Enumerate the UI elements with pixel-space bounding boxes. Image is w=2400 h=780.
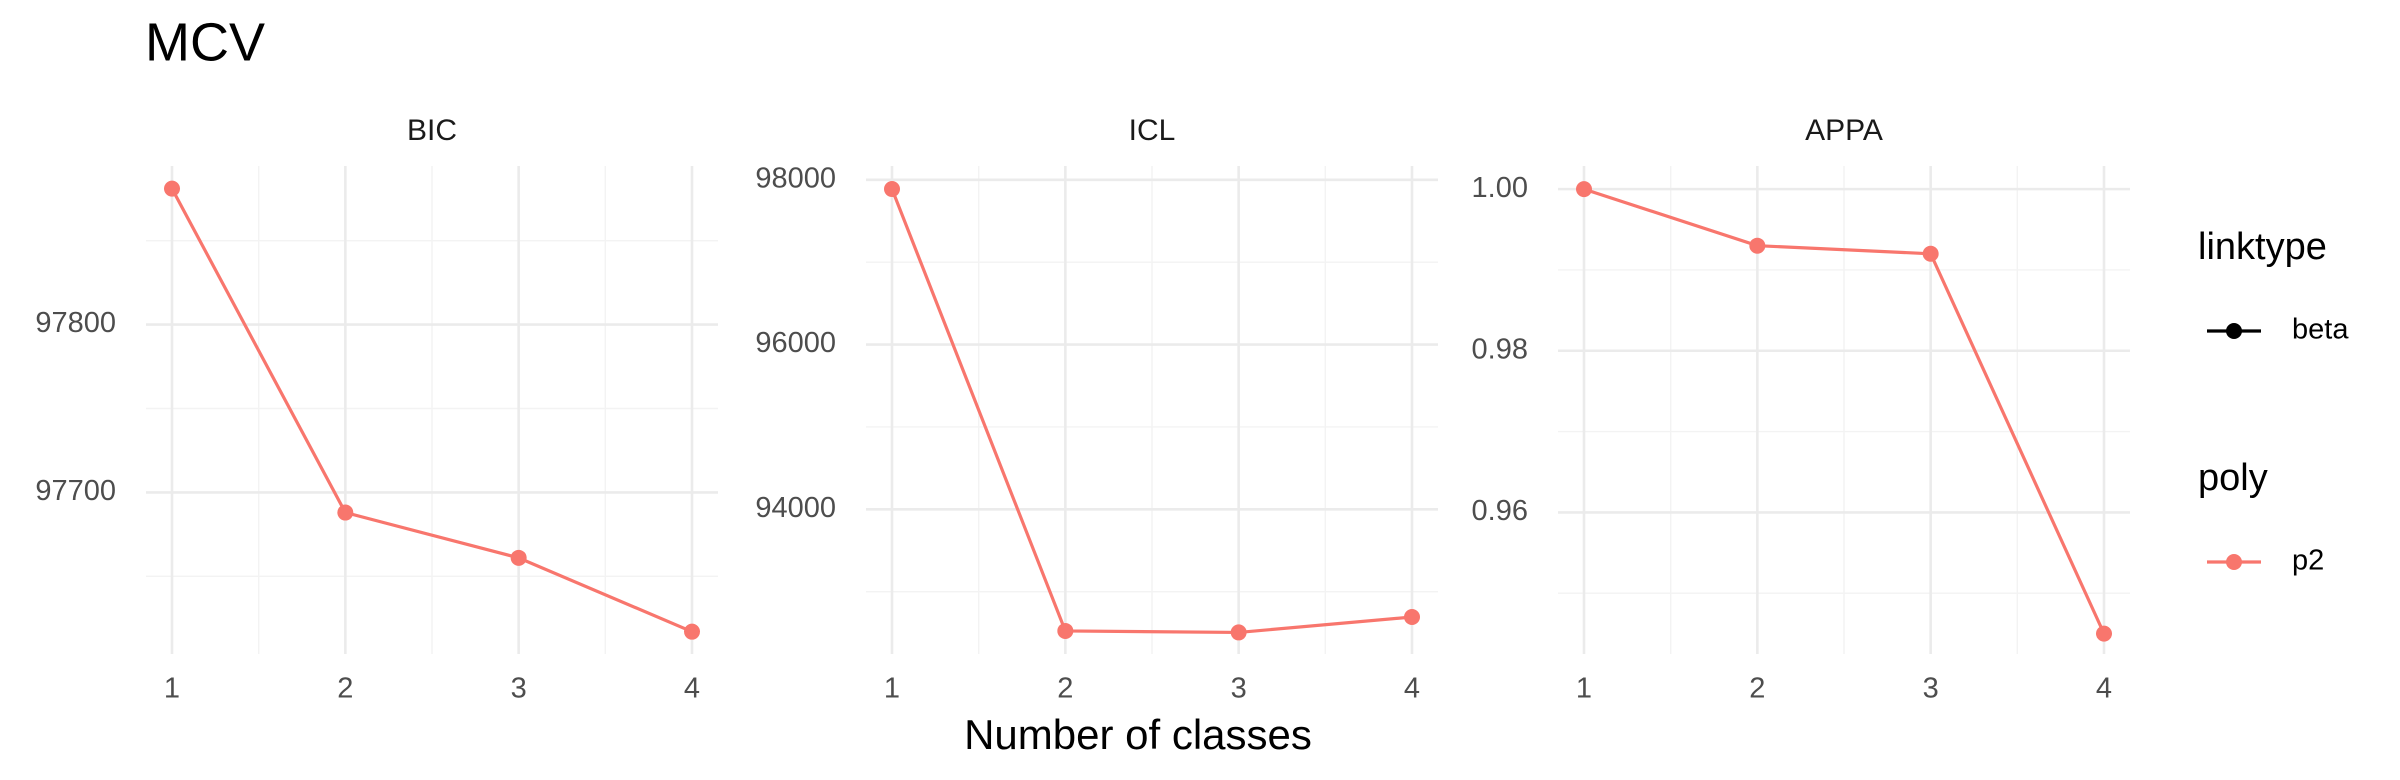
legend-title: poly [2198,457,2268,499]
legend-label: beta [2292,314,2349,346]
legend-key-point [2226,323,2242,339]
point [1404,609,1420,626]
x-tick-label: 4 [684,673,700,705]
y-tick-label: 96000 [755,327,836,359]
point [337,504,354,521]
y-tick-label: 1.00 [1472,172,1528,204]
y-tick-label: 97700 [35,475,116,507]
y-tick-label: 0.96 [1472,495,1528,527]
series-line [1583,187,2106,635]
series-line [170,187,693,634]
point [884,181,900,198]
legend-label: p2 [2292,545,2324,577]
x-tick-label: 3 [1231,673,1247,705]
point [2096,625,2112,642]
y-tick-label: 94000 [755,492,836,524]
legend-key-point [2226,554,2242,570]
x-tick-label: 4 [2096,673,2112,705]
x-tick-label: 2 [337,673,353,705]
x-tick-label: 2 [1057,673,1073,705]
x-tick-label: 2 [1749,673,1765,705]
point [164,180,180,197]
x-tick-label: 1 [164,673,180,705]
y-tick-label: 97800 [35,307,116,339]
y-tick-label: 0.98 [1472,333,1528,365]
y-tick-label: 98000 [755,162,836,194]
x-tick-label: 3 [1923,673,1939,705]
x-tick-label: 4 [1404,673,1420,705]
x-tick-label: 1 [1576,673,1592,705]
panel-title: BIC [407,114,457,147]
point [1922,245,1939,262]
chart-title: MCV [145,12,265,72]
series-line [890,188,1413,635]
x-tick-label: 3 [511,673,527,705]
legend-title: linktype [2198,226,2327,268]
panel-title: APPA [1805,114,1883,147]
x-axis-title: Number of classes [964,711,1312,758]
point [1057,622,1074,639]
point [510,549,527,566]
panel-title: ICL [1129,114,1176,147]
point [1230,624,1247,641]
point [684,623,700,640]
x-tick-label: 1 [884,673,900,705]
point [1576,181,1592,198]
point [1749,237,1766,254]
